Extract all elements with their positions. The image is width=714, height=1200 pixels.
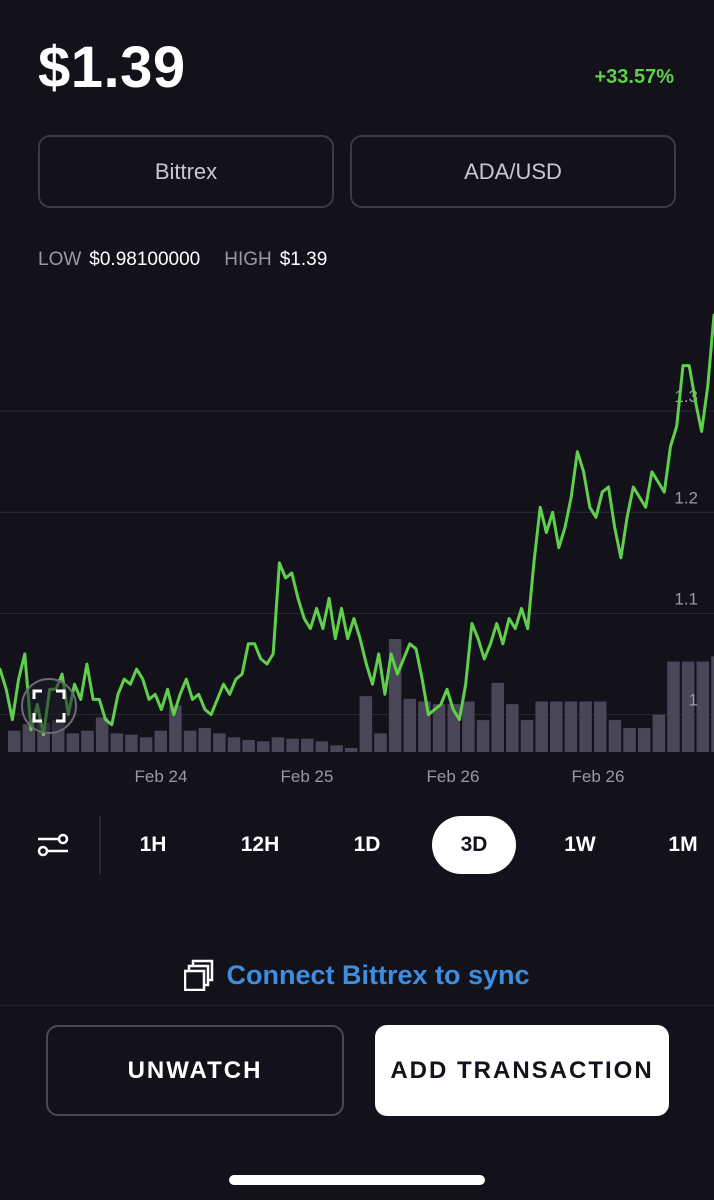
timeframe-1d[interactable]: 1D — [353, 833, 381, 856]
volume-bar — [330, 745, 343, 752]
volume-bar — [286, 738, 299, 752]
unwatch-button[interactable]: UNWATCH — [46, 1025, 344, 1116]
x-tick-label: Feb 25 — [281, 767, 334, 786]
volume-bar — [22, 724, 36, 752]
pair-selector[interactable]: ADA/USD — [350, 135, 676, 208]
volume-bar — [491, 682, 504, 752]
volume-bar — [66, 733, 80, 752]
volume-bar — [139, 737, 153, 752]
volume-bar — [301, 738, 314, 752]
connect-sync-link[interactable]: Connect Bittrex to sync — [0, 952, 714, 998]
volume-bar — [506, 704, 519, 752]
volume-bar — [374, 733, 387, 752]
high-label: HIGH — [224, 249, 272, 270]
x-tick-label: Feb 26 — [572, 767, 625, 786]
volume-bar — [623, 728, 636, 752]
volume-bar — [711, 656, 714, 752]
low-value: $0.98100000 — [89, 249, 201, 270]
volume-bar — [213, 733, 226, 752]
price-line-layer — [0, 313, 714, 737]
volume-bar — [594, 701, 607, 752]
section-divider — [0, 1005, 714, 1006]
volume-bar — [242, 740, 255, 752]
volume-bar — [344, 748, 358, 752]
price-range: LOW $0.98100000 HIGH $1.39 — [38, 249, 343, 271]
volume-bar — [550, 701, 563, 752]
x-tick-label: Feb 24 — [135, 767, 188, 786]
volume-bar — [271, 737, 285, 752]
low-label: LOW — [38, 249, 82, 270]
chart-settings-button[interactable] — [36, 830, 70, 860]
volume-bar — [125, 734, 138, 752]
y-tick-label: 1.2 — [674, 488, 698, 507]
volume-bar — [81, 730, 94, 752]
volume-bar — [227, 737, 241, 752]
volume-bar — [403, 698, 417, 752]
volume-bar — [462, 701, 475, 752]
timeframe-divider — [99, 816, 101, 874]
volume-bar — [257, 741, 270, 752]
volume-bar — [579, 701, 592, 752]
volume-bar — [564, 701, 578, 752]
home-indicator — [229, 1175, 485, 1185]
chart-grid — [0, 410, 714, 716]
price-chart[interactable]: 1 1.1 1.2 1.3 Feb 24 Feb 25 Feb 26 Feb 26 — [0, 290, 714, 800]
volume-bar — [388, 639, 402, 752]
fullscreen-button[interactable] — [21, 678, 77, 734]
current-price: $1.39 — [38, 35, 186, 100]
volume-bar — [652, 714, 666, 752]
timeframe-bar: 1H 12H 1D 3D 1W 1M — [0, 816, 714, 874]
volume-bar — [198, 728, 211, 752]
volume-bar — [8, 730, 21, 752]
expand-icon — [32, 689, 66, 723]
volume-bar — [315, 741, 329, 752]
x-tick-label: Feb 26 — [427, 767, 480, 786]
x-axis-ticks: Feb 24 Feb 25 Feb 26 Feb 26 — [135, 767, 625, 786]
volume-bar — [637, 728, 651, 752]
volume-bar — [696, 661, 710, 752]
y-tick-label: 1.1 — [674, 589, 698, 608]
volume-bar — [520, 720, 534, 752]
volume-bar — [681, 661, 695, 752]
y-axis-ticks: 11.11.21.3 — [674, 387, 698, 709]
price-chart-svg: 11.11.21.3 Feb 24 Feb 25 Feb 26 Feb 26 — [0, 313, 714, 786]
exchange-selector[interactable]: Bittrex — [38, 135, 334, 208]
volume-bar — [154, 730, 167, 752]
exchange-label: Bittrex — [154, 158, 218, 184]
price-change-percent: +33.57% — [594, 66, 674, 88]
add-transaction-button[interactable]: ADD TRANSACTION — [375, 1025, 669, 1116]
volume-bar — [535, 701, 548, 752]
volume-bar — [359, 696, 373, 752]
connect-sync-text: Connect Bittrex to sync — [226, 959, 530, 990]
volume-bar — [432, 704, 446, 752]
volume-bar — [667, 661, 680, 752]
timeframe-12h[interactable]: 12H — [240, 833, 280, 856]
timeframe-1w[interactable]: 1W — [564, 833, 596, 856]
timeframe-1h[interactable]: 1H — [139, 833, 167, 856]
timeframe-1m[interactable]: 1M — [668, 833, 698, 856]
volume-bar — [476, 720, 490, 752]
volume-bar — [169, 705, 182, 752]
volume-bar — [110, 733, 124, 752]
volume-bars — [8, 639, 714, 752]
pair-label: ADA/USD — [464, 158, 562, 184]
volume-bar — [183, 730, 197, 752]
y-tick-label: 1 — [689, 691, 698, 710]
sliders-icon — [37, 833, 69, 857]
layers-icon — [184, 959, 214, 991]
price-line — [0, 313, 714, 737]
timeframe-3d[interactable]: 3D — [432, 816, 516, 874]
volume-bar — [95, 717, 109, 752]
high-value: $1.39 — [279, 249, 328, 270]
volume-bar — [608, 720, 622, 752]
